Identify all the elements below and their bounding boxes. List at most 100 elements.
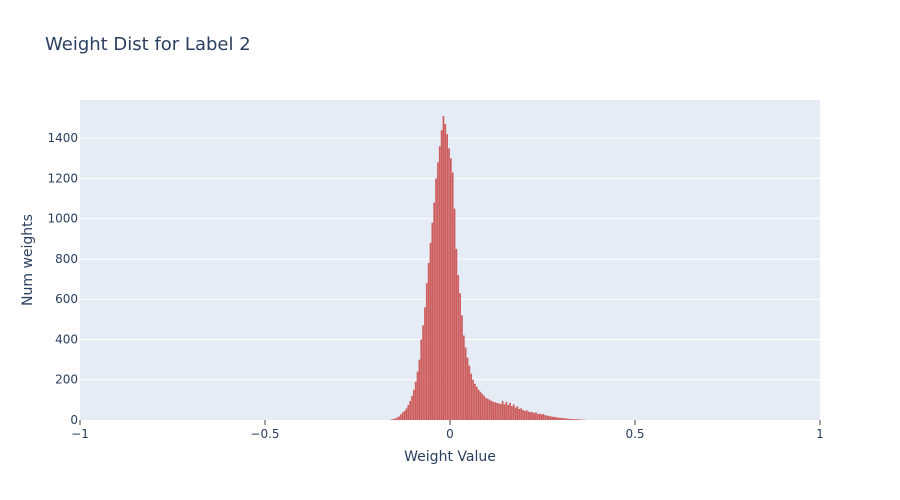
histogram-bar: [579, 419, 582, 420]
histogram-bar: [527, 411, 530, 420]
histogram-bar: [522, 409, 524, 420]
histogram-bar: [481, 393, 484, 420]
x-tick-label: −0.5: [250, 427, 279, 441]
histogram-bar: [446, 134, 448, 420]
histogram-bar: [503, 404, 506, 420]
histogram-bar: [566, 418, 569, 420]
y-tick-label: 800: [55, 252, 78, 266]
histogram-bar: [536, 413, 539, 420]
histogram-bar: [448, 148, 450, 420]
histogram-bar: [451, 172, 454, 420]
histogram-bar: [546, 415, 548, 420]
histogram-bar: [459, 293, 461, 420]
histogram-bar: [470, 373, 473, 420]
histogram-bar: [475, 386, 478, 420]
histogram-bar: [461, 315, 463, 420]
histogram-bar: [561, 417, 563, 420]
histogram-bar: [477, 389, 480, 420]
histogram-bar: [557, 417, 559, 420]
x-tick-label: 1: [816, 427, 824, 441]
histogram-bar: [409, 400, 411, 420]
histogram-bar: [559, 417, 561, 420]
histogram-bar: [488, 399, 491, 420]
histogram-bar: [483, 395, 485, 420]
histogram-bar: [501, 400, 504, 420]
histogram-bar: [520, 408, 522, 420]
histogram-bar: [542, 413, 545, 420]
histogram-bar: [498, 403, 500, 420]
histogram-bar: [487, 398, 489, 420]
histogram-bar: [551, 416, 554, 420]
y-tick-label: 1400: [47, 131, 78, 145]
histogram-bar: [525, 410, 528, 420]
histogram-bar: [464, 347, 467, 420]
histogram-bar: [531, 411, 534, 420]
histogram-bar: [396, 417, 399, 420]
histogram-bar: [431, 222, 434, 420]
histogram-bar: [549, 416, 552, 420]
histogram-bar: [392, 418, 395, 420]
x-tick-label: 0.5: [625, 427, 644, 441]
histogram-bar: [570, 418, 572, 420]
histogram-bar: [427, 263, 430, 420]
y-tick-label: 1200: [47, 171, 78, 185]
histogram-bar: [507, 404, 510, 420]
histogram-bar: [418, 359, 421, 420]
histogram-bar: [577, 419, 580, 420]
histogram-bar: [514, 407, 517, 420]
histogram-bar: [548, 415, 550, 420]
histogram-bar: [511, 405, 513, 420]
histogram-bar: [422, 325, 424, 420]
histogram-bar: [401, 412, 404, 420]
histogram-bar: [568, 418, 571, 420]
histogram-bar: [524, 410, 526, 420]
y-tick-label: 1000: [47, 212, 78, 226]
histogram-bar: [413, 389, 415, 420]
histogram-bar: [564, 418, 567, 420]
histogram-bar: [437, 162, 439, 420]
histogram-bar: [505, 401, 508, 420]
histogram-bar: [425, 283, 428, 420]
histogram-bar: [466, 357, 469, 420]
x-tick-label: −1: [71, 427, 89, 441]
y-axis-ticks: 0 200 400 600 800 1000 1200 1400: [47, 131, 78, 427]
histogram-bar: [572, 418, 574, 420]
histogram-bar: [414, 381, 417, 420]
histogram-bar: [455, 248, 458, 420]
histogram-bar: [474, 383, 476, 420]
y-axis-title: Num weights: [20, 214, 36, 306]
histogram-bar: [555, 417, 558, 420]
histogram-bar: [457, 275, 460, 420]
histogram-bar: [438, 146, 441, 420]
histogram-bars: [390, 116, 585, 421]
histogram-bar: [573, 419, 576, 420]
y-tick-label: 600: [55, 292, 78, 306]
histogram-bar: [512, 404, 515, 420]
histogram-bar: [479, 391, 482, 420]
histogram-bar: [416, 371, 419, 420]
x-axis-title: Weight Value: [404, 449, 496, 465]
histogram-bar: [538, 413, 541, 420]
histogram-bar: [394, 418, 397, 420]
histogram-bar: [435, 178, 437, 420]
histogram-bar: [405, 408, 408, 420]
histogram-bar: [535, 412, 537, 420]
histogram-bar: [407, 404, 410, 420]
histogram-bar: [544, 415, 547, 420]
histogram-bar: [518, 408, 521, 420]
histogram-bar: [516, 406, 519, 420]
x-axis-ticks: −1 −0.5 0 0.5 1: [71, 420, 824, 441]
histogram-bar: [420, 339, 423, 420]
y-tick-label: 0: [70, 413, 78, 427]
histogram-bar: [433, 202, 436, 420]
histogram-bar: [411, 395, 413, 420]
histogram-bar: [492, 401, 495, 420]
histogram-bar: [403, 410, 406, 420]
histogram-bar: [468, 365, 471, 420]
histogram-bar: [442, 116, 445, 420]
histogram-bar: [533, 412, 535, 420]
chart-title: Weight Dist for Label 2: [45, 34, 251, 55]
y-tick-label: 400: [55, 332, 78, 346]
histogram-bar: [400, 414, 402, 420]
